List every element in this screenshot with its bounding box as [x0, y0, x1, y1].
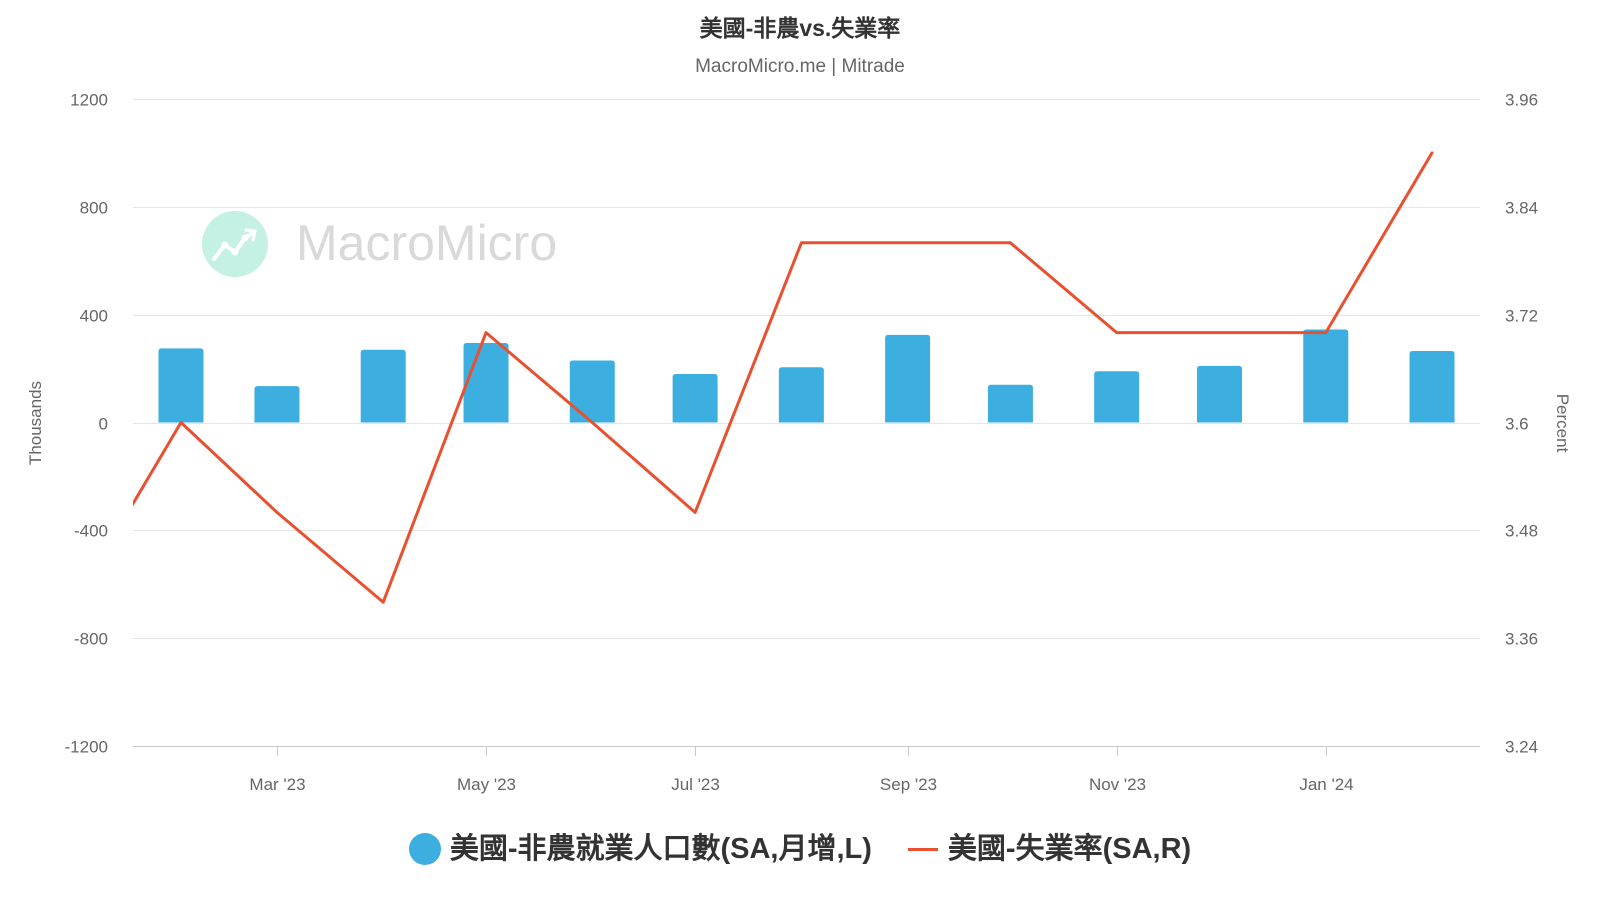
- unemployment-line-series: [133, 151, 1434, 604]
- y-right-tick-label: 3.48: [1505, 522, 1538, 541]
- y-right-axis-title: Percent: [1553, 394, 1572, 453]
- watermark-text: MacroMicro: [296, 215, 557, 271]
- x-tick-label: Mar '23: [249, 775, 305, 794]
- y-right-tick-label: 3.24: [1505, 738, 1538, 757]
- macromicro-logo-icon: [202, 211, 268, 277]
- x-tick-label: Sep '23: [880, 775, 937, 794]
- bar: [885, 334, 931, 423]
- bar: [360, 349, 406, 423]
- legend-label: 美國-失業率(SA,R): [947, 833, 1192, 865]
- legend-line-marker: [907, 847, 938, 851]
- y-left-tick-label: -1200: [65, 738, 108, 757]
- y-right-tick-label: 3.84: [1505, 199, 1538, 218]
- legend-item-unemployment-rate[interactable]: 美國-失業率(SA,R): [907, 826, 1192, 872]
- bar: [778, 367, 824, 423]
- y-right-tick-label: 3.36: [1505, 630, 1538, 649]
- bar: [1094, 371, 1140, 423]
- bar: [1197, 365, 1243, 423]
- x-tick-label: Jul '23: [671, 775, 720, 794]
- legend-label: 美國-非農就業人口數(SA,月增,L): [449, 833, 872, 865]
- y-right-tick-label: 3.72: [1505, 307, 1538, 326]
- grid: [133, 99, 1480, 639]
- y-left-tick-label: -800: [74, 630, 108, 649]
- axes: [133, 746, 1480, 756]
- legend: 美國-非農就業人口數(SA,月增,L) 美國-失業率(SA,R): [0, 826, 1600, 872]
- x-tick-label: Nov '23: [1089, 775, 1146, 794]
- y-right-tick-label: 3.6: [1505, 415, 1529, 434]
- bar: [672, 373, 718, 423]
- bar: [1409, 351, 1455, 423]
- chart-title: 美國-非農vs.失業率: [699, 15, 901, 41]
- tick-labels: 1200 800 400 0 -400 -800 -1200 3.96 3.84 3.72 3.6 3…: [65, 91, 1539, 795]
- x-tick-label: Jan '24: [1299, 775, 1353, 794]
- y-left-tick-label: 0: [99, 415, 108, 434]
- y-left-tick-label: 400: [80, 307, 108, 326]
- bar: [1303, 329, 1349, 423]
- bar: [254, 386, 300, 423]
- x-tick-label: May '23: [457, 775, 516, 794]
- y-left-axis-title: Thousands: [26, 381, 45, 465]
- unemployment-rate-line: [133, 151, 1434, 604]
- y-left-tick-label: 1200: [70, 91, 108, 110]
- bar: [158, 348, 204, 423]
- legend-circle-marker: [408, 833, 441, 865]
- y-left-tick-label: 800: [80, 199, 108, 218]
- bar: [569, 360, 615, 423]
- watermark: MacroMicro: [202, 211, 557, 277]
- bar: [987, 384, 1033, 423]
- nonfarm-bar-series: [158, 329, 1455, 423]
- y-left-tick-label: -400: [74, 522, 108, 541]
- legend-item-nonfarm-payrolls[interactable]: 美國-非農就業人口數(SA,月增,L): [408, 826, 872, 872]
- y-right-tick-label: 3.96: [1505, 91, 1538, 110]
- chart-subtitle: MacroMicro.me | Mitrade: [695, 56, 905, 77]
- bar: [463, 342, 509, 423]
